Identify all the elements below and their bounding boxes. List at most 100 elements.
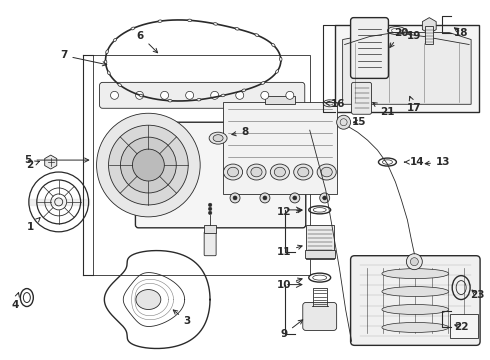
Ellipse shape [197,98,201,101]
Text: 7: 7 [60,50,107,66]
Circle shape [337,115,350,129]
Text: 15: 15 [352,117,367,127]
Text: 19: 19 [407,31,421,41]
Ellipse shape [106,50,108,54]
Text: 23: 23 [470,289,484,300]
Ellipse shape [221,94,225,97]
Circle shape [290,193,300,203]
FancyBboxPatch shape [303,302,337,330]
Text: 5: 5 [24,155,89,165]
Text: 17: 17 [407,96,422,113]
Circle shape [263,196,267,200]
Circle shape [208,207,212,211]
Circle shape [97,113,200,217]
Ellipse shape [223,164,243,180]
Ellipse shape [168,99,172,102]
Text: 6: 6 [137,31,158,53]
Ellipse shape [279,57,282,61]
Ellipse shape [118,84,122,86]
Ellipse shape [317,164,336,180]
FancyBboxPatch shape [305,250,335,258]
Ellipse shape [214,23,218,25]
Ellipse shape [104,60,107,64]
Ellipse shape [270,164,290,180]
FancyBboxPatch shape [204,232,216,256]
Text: 22: 22 [454,323,468,332]
Ellipse shape [136,289,161,310]
Ellipse shape [382,305,449,315]
FancyBboxPatch shape [450,315,478,338]
Ellipse shape [247,164,266,180]
Circle shape [410,258,418,266]
Text: 3: 3 [173,310,191,327]
Text: 12: 12 [276,207,302,217]
Circle shape [208,211,212,215]
Circle shape [161,91,169,99]
Circle shape [319,193,330,203]
Ellipse shape [158,20,162,22]
FancyBboxPatch shape [176,153,196,177]
FancyBboxPatch shape [99,82,305,108]
FancyBboxPatch shape [425,26,433,44]
Circle shape [236,91,244,99]
Ellipse shape [227,167,239,177]
Circle shape [286,91,294,99]
Ellipse shape [321,167,332,177]
Ellipse shape [251,167,262,177]
Ellipse shape [209,132,227,144]
Circle shape [261,91,269,99]
Circle shape [406,254,422,270]
Circle shape [111,91,119,99]
FancyBboxPatch shape [350,256,480,345]
Ellipse shape [139,94,143,97]
Polygon shape [335,24,479,112]
Circle shape [208,203,212,207]
Ellipse shape [271,44,275,47]
Ellipse shape [213,135,223,141]
Ellipse shape [113,39,117,42]
Circle shape [260,193,270,203]
Text: 4: 4 [11,293,19,310]
Text: 16: 16 [325,99,345,109]
Circle shape [136,91,144,99]
Circle shape [293,196,297,200]
FancyBboxPatch shape [352,82,371,114]
FancyBboxPatch shape [204,225,216,233]
Ellipse shape [107,71,110,75]
Ellipse shape [255,34,259,36]
Circle shape [233,196,237,200]
Ellipse shape [235,27,239,30]
Circle shape [186,91,194,99]
Text: 9: 9 [280,320,303,339]
FancyBboxPatch shape [223,102,337,194]
Ellipse shape [274,167,286,177]
Text: 20: 20 [390,28,409,48]
Circle shape [108,125,188,205]
Ellipse shape [275,70,279,73]
Ellipse shape [298,167,309,177]
Polygon shape [422,18,436,33]
FancyBboxPatch shape [306,225,334,259]
Circle shape [132,149,164,181]
Text: 18: 18 [454,28,468,37]
Ellipse shape [294,164,313,180]
Polygon shape [45,155,57,169]
Text: 13: 13 [425,157,450,167]
Text: 10: 10 [276,278,302,289]
Text: 8: 8 [232,127,248,137]
Ellipse shape [382,287,449,297]
FancyBboxPatch shape [135,122,306,228]
Circle shape [323,196,327,200]
Circle shape [230,193,240,203]
Polygon shape [343,32,471,104]
Text: 2: 2 [26,160,39,170]
Circle shape [121,137,176,193]
Text: 11: 11 [276,245,302,257]
Ellipse shape [382,269,449,279]
Text: 14: 14 [404,157,425,167]
FancyBboxPatch shape [265,96,295,104]
Ellipse shape [261,82,265,85]
Ellipse shape [382,323,449,332]
Text: 1: 1 [27,217,40,232]
Text: 21: 21 [373,103,395,117]
